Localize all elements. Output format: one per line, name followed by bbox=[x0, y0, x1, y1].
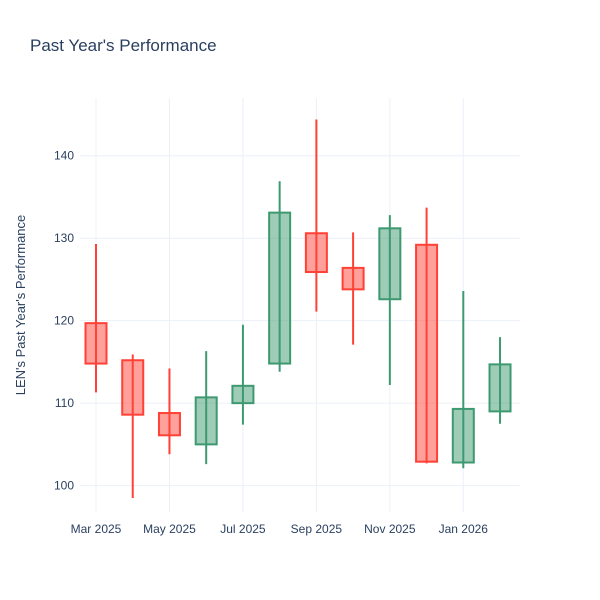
x-tick-label: Jul 2025 bbox=[220, 522, 266, 536]
candle-body[interactable] bbox=[268, 211, 292, 365]
candle-body[interactable] bbox=[194, 396, 218, 446]
candle[interactable] bbox=[194, 351, 218, 465]
candle[interactable] bbox=[415, 207, 439, 464]
x-tick-label: May 2025 bbox=[143, 522, 196, 536]
y-tick-label: 120 bbox=[54, 314, 74, 328]
candle-series bbox=[84, 119, 512, 498]
y-axis-title: LEN's Past Year's Performance bbox=[13, 215, 28, 396]
y-tick-label: 110 bbox=[55, 396, 74, 410]
candle[interactable] bbox=[231, 324, 255, 425]
candle[interactable] bbox=[341, 232, 365, 345]
axis-tick-labels: 100 110 120 130 140 Mar 2025 May 2025 Jul 2025 S… bbox=[54, 149, 488, 536]
x-tick-label: Nov 2025 bbox=[364, 522, 416, 536]
x-tick-label: Sep 2025 bbox=[291, 522, 343, 536]
candle-body[interactable] bbox=[341, 266, 365, 291]
chart-title: Past Year's Performance bbox=[30, 36, 217, 55]
candle-body[interactable] bbox=[451, 407, 475, 464]
candle[interactable] bbox=[157, 368, 181, 455]
y-tick-label: 140 bbox=[54, 149, 74, 163]
x-tick-label: Jan 2026 bbox=[439, 522, 489, 536]
candle[interactable] bbox=[451, 290, 475, 469]
candle[interactable] bbox=[378, 215, 402, 385]
candle[interactable] bbox=[304, 119, 328, 312]
candle-body[interactable] bbox=[415, 243, 439, 463]
candle-body[interactable] bbox=[157, 412, 181, 437]
x-tick-label: Mar 2025 bbox=[71, 522, 122, 536]
candle-body[interactable] bbox=[121, 359, 145, 416]
candle-body[interactable] bbox=[231, 384, 255, 405]
candle-body[interactable] bbox=[304, 232, 328, 274]
candle-body[interactable] bbox=[488, 363, 512, 413]
candle[interactable] bbox=[84, 243, 108, 393]
y-tick-label: 100 bbox=[54, 479, 74, 493]
candle[interactable] bbox=[268, 181, 292, 372]
plot-area[interactable] bbox=[80, 98, 520, 512]
candle-body[interactable] bbox=[84, 322, 108, 365]
candle-body[interactable] bbox=[378, 227, 402, 301]
y-tick-label: 130 bbox=[54, 231, 74, 245]
candle[interactable] bbox=[488, 337, 512, 424]
candle[interactable] bbox=[121, 354, 145, 498]
